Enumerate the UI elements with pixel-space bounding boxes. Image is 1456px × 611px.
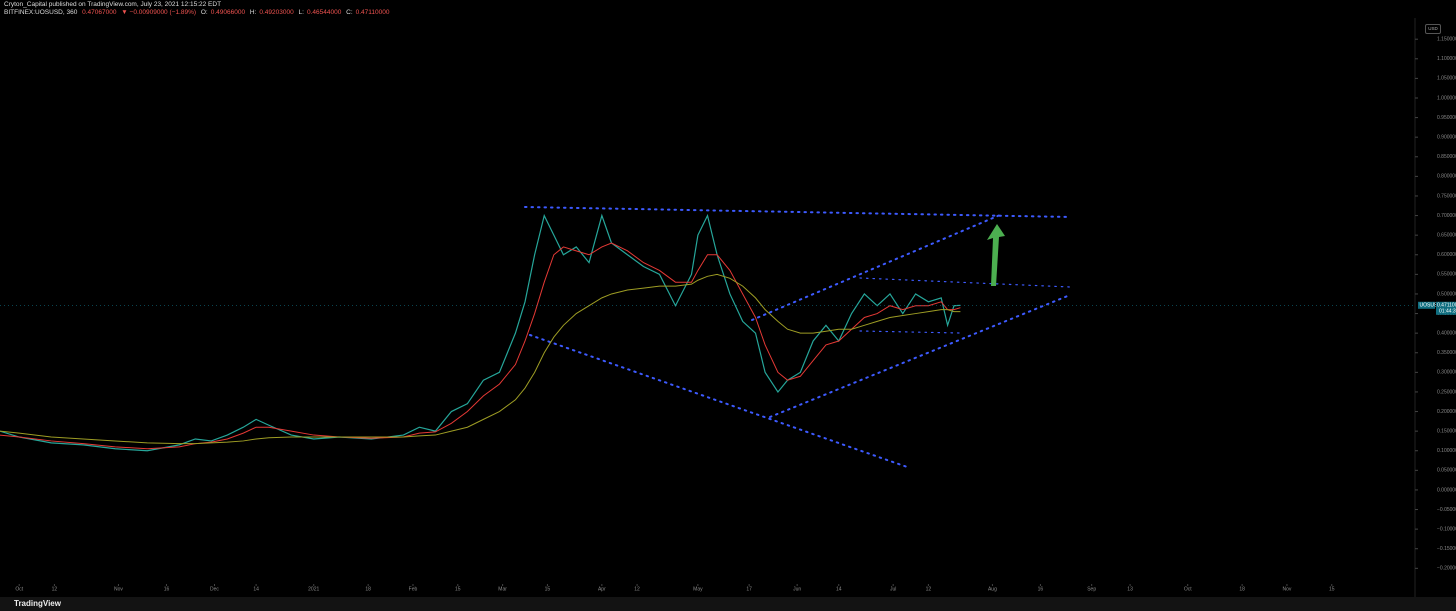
x-tick-label: Apr bbox=[598, 586, 606, 592]
trend-line bbox=[751, 214, 1001, 321]
x-tick-label: 16 bbox=[164, 586, 170, 592]
trend-line bbox=[529, 334, 911, 469]
x-tick-label: Nov bbox=[1282, 586, 1291, 592]
x-tick-label: 2021 bbox=[308, 586, 319, 592]
trend-lines bbox=[524, 206, 1071, 469]
y-tick-label: 1.05000000 bbox=[1437, 76, 1456, 82]
series-line bbox=[0, 273, 961, 445]
y-tick-label: −0.05000000 bbox=[1437, 507, 1456, 513]
y-tick-label: −0.10000000 bbox=[1437, 526, 1456, 532]
y-tick-label: 0.25000000 bbox=[1437, 389, 1456, 395]
y-tick-label: 0.80000000 bbox=[1437, 174, 1456, 180]
x-tick-label: Mar bbox=[498, 586, 507, 592]
price-tag-countdown: 01:44:39 bbox=[1439, 309, 1456, 315]
y-tick-label: 1.00000000 bbox=[1437, 95, 1456, 101]
x-tick-label: 12 bbox=[52, 586, 58, 592]
price-tag-box bbox=[1436, 301, 1456, 315]
price-tag-symbol-box bbox=[1418, 301, 1435, 309]
close-label: C: bbox=[346, 9, 353, 16]
x-tick-label: Oct bbox=[1184, 586, 1192, 592]
y-tick-label: 1.15000000 bbox=[1437, 37, 1456, 43]
close-value: 0.47110000 bbox=[355, 9, 390, 16]
y-tick-label: 0.65000000 bbox=[1437, 232, 1456, 238]
y-tick-label: 1.10000000 bbox=[1437, 56, 1456, 62]
y-tick-label: 0.90000000 bbox=[1437, 135, 1456, 141]
y-tick-label: −0.20000000 bbox=[1437, 566, 1456, 572]
x-tick-label: 15 bbox=[545, 586, 551, 592]
low-value: 0.46544000 bbox=[306, 9, 342, 16]
currency-button[interactable]: USD bbox=[1425, 24, 1441, 34]
x-tick-label: 18 bbox=[365, 586, 371, 592]
high-value: 0.49203000 bbox=[259, 9, 294, 16]
y-tick-label: 0.20000000 bbox=[1437, 409, 1456, 415]
y-tick-label: 0.60000000 bbox=[1437, 252, 1456, 258]
y-tick-label: 0.50000000 bbox=[1437, 291, 1456, 297]
y-tick-label: 0.30000000 bbox=[1437, 370, 1456, 376]
open-label: O: bbox=[200, 9, 208, 16]
x-tick-label: Jun bbox=[793, 586, 801, 592]
x-tick-label: Jul bbox=[890, 586, 896, 592]
y-tick-label: 0.00000000 bbox=[1437, 487, 1456, 493]
price-tag-symbol: UOSUSD bbox=[1420, 303, 1442, 309]
x-tick-label: 17 bbox=[746, 586, 752, 592]
y-tick-label: 0.75000000 bbox=[1437, 193, 1456, 199]
high-label: H: bbox=[249, 9, 257, 16]
x-tick-label: 14 bbox=[253, 586, 259, 592]
x-tick-label: Sep bbox=[1087, 586, 1096, 592]
series-line bbox=[0, 213, 961, 452]
x-tick-label: 15 bbox=[1329, 586, 1335, 592]
y-tick-label: 0.85000000 bbox=[1437, 154, 1456, 160]
symbol-line: BITFINEX:UOSUSD, 360 0.47067000 ▼ −0.009… bbox=[4, 9, 392, 16]
x-tick-label: Nov bbox=[114, 586, 123, 592]
change: ▼ −0.00909000 (−1.89%) bbox=[121, 9, 197, 16]
symbol: BITFINEX:UOSUSD, 360 bbox=[4, 9, 78, 16]
last-price: 0.47067000 bbox=[82, 9, 117, 16]
x-tick-label: Dec bbox=[210, 586, 219, 592]
x-tick-label: 13 bbox=[1127, 586, 1133, 592]
y-tick-label: 0.95000000 bbox=[1437, 115, 1456, 121]
x-tick-label: 12 bbox=[634, 586, 640, 592]
x-tick-label: 16 bbox=[1038, 586, 1044, 592]
y-tick-label: −0.15000000 bbox=[1437, 546, 1456, 552]
series-line bbox=[0, 242, 961, 450]
brand: TradingView bbox=[14, 599, 61, 608]
x-tick-label: 15 bbox=[455, 586, 461, 592]
x-tick-label: 14 bbox=[836, 586, 842, 592]
arrow bbox=[987, 224, 1005, 286]
x-tick-label: May bbox=[693, 586, 703, 592]
y-tick-label: 0.40000000 bbox=[1437, 330, 1456, 336]
trend-line bbox=[524, 206, 1071, 218]
open-value: 0.49066000 bbox=[210, 9, 246, 16]
trend-line bbox=[859, 277, 1071, 288]
price-tag-value: 0.47110000 bbox=[1437, 303, 1456, 309]
chart: 1.15000000 1.10000000 1.05000000 1.00000000… bbox=[0, 18, 1456, 597]
x-tick-label: Feb bbox=[409, 586, 418, 592]
y-tick-label: 0.35000000 bbox=[1437, 350, 1456, 356]
trend-line bbox=[769, 294, 1071, 418]
trend-line bbox=[859, 330, 961, 334]
x-tick-label: Aug bbox=[988, 586, 997, 592]
x-tick-label: 18 bbox=[1239, 586, 1245, 592]
y-tick-label: 0.15000000 bbox=[1437, 428, 1456, 434]
x-tick-label: 12 bbox=[926, 586, 932, 592]
publish-line: Cryton_Capital published on TradingView.… bbox=[4, 1, 222, 8]
y-tick-label: 0.55000000 bbox=[1437, 272, 1456, 278]
y-tick-label: 0.05000000 bbox=[1437, 468, 1456, 474]
y-tick-label: 0.70000000 bbox=[1437, 213, 1456, 219]
y-tick-label: 0.10000000 bbox=[1437, 448, 1456, 454]
low-label: L: bbox=[298, 9, 304, 16]
x-tick-label: Oct bbox=[15, 586, 23, 592]
footer: TradingView bbox=[0, 597, 1456, 611]
